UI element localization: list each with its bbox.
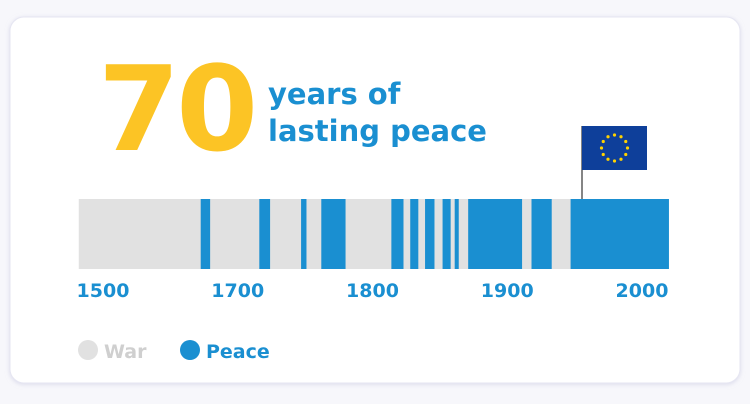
peace-interval	[301, 199, 307, 269]
x-tick-label: 2000	[616, 280, 669, 302]
peace-interval	[425, 199, 435, 269]
legend-swatch	[78, 340, 98, 360]
peace-interval	[531, 199, 552, 269]
eu-flag	[581, 126, 647, 200]
peace-interval	[410, 199, 419, 269]
peace-interval	[391, 199, 404, 269]
peace-interval	[468, 199, 523, 269]
legend-label: War	[104, 341, 147, 363]
x-tick-label: 1700	[211, 280, 264, 302]
peace-interval	[321, 199, 346, 269]
x-tick-label: 1800	[346, 280, 399, 302]
legend-swatch	[180, 340, 200, 360]
x-tick-label: 1900	[481, 280, 534, 302]
peace-interval	[442, 199, 451, 269]
headline-text: years of	[268, 77, 401, 111]
headline-text: lasting peace	[268, 114, 487, 148]
x-tick-label: 1500	[77, 280, 130, 302]
peace-interval	[200, 199, 211, 269]
peace-interval	[570, 199, 669, 269]
peace-interval	[454, 199, 459, 269]
headline-number: 70	[98, 40, 254, 178]
peace-interval	[259, 199, 271, 269]
legend-label: Peace	[206, 341, 270, 363]
